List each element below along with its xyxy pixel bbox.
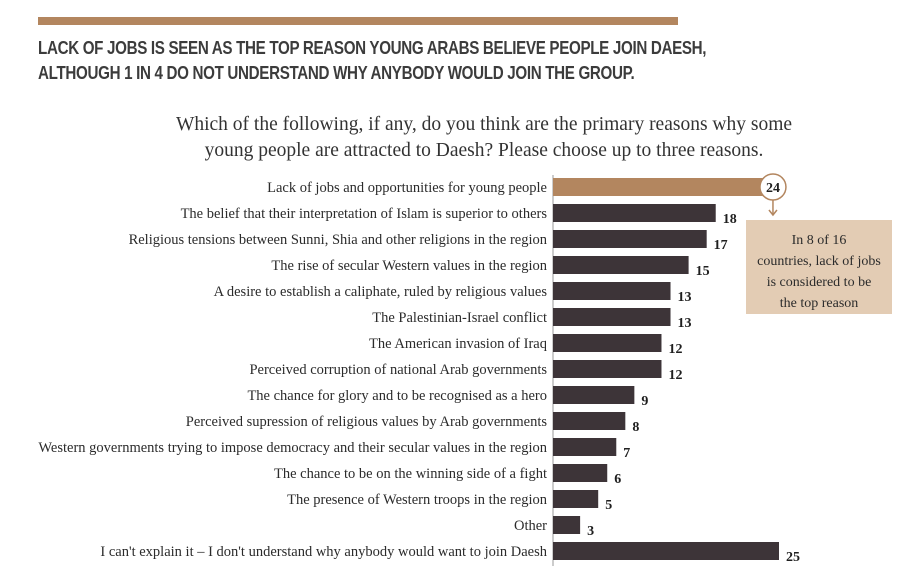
category-label: Perceived supression of religious values… <box>186 414 548 430</box>
value-label: 24 <box>766 181 780 196</box>
category-label: Perceived corruption of national Arab go… <box>249 362 547 378</box>
bar <box>553 490 599 508</box>
bar <box>553 386 635 404</box>
bar <box>553 438 617 456</box>
category-label: The chance to be on the winning side of … <box>274 466 547 482</box>
category-label: The belief that their interpretation of … <box>181 206 548 222</box>
question-line-1: Which of the following, if any, do you t… <box>175 114 793 135</box>
value-label: 17 <box>714 238 728 253</box>
value-label: 7 <box>623 446 630 461</box>
callout-line-2: countries, lack of jobs <box>757 254 881 269</box>
headline-line-2: ALTHOUGH 1 IN 4 DO NOT UNDERSTAND WHY AN… <box>38 62 635 83</box>
callout-box: In 8 of 16 countries, lack of jobs is co… <box>746 220 892 314</box>
bar <box>553 230 707 248</box>
category-label: The rise of secular Western values in th… <box>271 258 547 274</box>
value-label: 8 <box>632 420 639 435</box>
value-label: 12 <box>668 342 682 357</box>
headline: LACK OF JOBS IS SEEN AS THE TOP REASON Y… <box>38 35 710 85</box>
category-label: Other <box>514 518 547 534</box>
value-label: 15 <box>696 264 710 279</box>
value-label: 3 <box>587 524 594 539</box>
category-label: Western governments trying to impose dem… <box>38 440 547 456</box>
category-label: The presence of Western troops in the re… <box>287 492 548 508</box>
bar <box>553 542 779 560</box>
value-label: 9 <box>641 394 648 409</box>
value-label: 25 <box>786 550 800 565</box>
arrow-down-icon <box>768 209 778 217</box>
value-label: 12 <box>668 368 682 383</box>
category-label: I can't explain it – I don't understand … <box>100 544 547 560</box>
value-label: 5 <box>605 498 612 513</box>
callout-line-1: In 8 of 16 <box>791 233 847 248</box>
header-rule <box>38 17 678 25</box>
category-label: The Palestinian-Israel conflict <box>372 310 547 326</box>
category-label: The American invasion of Iraq <box>369 336 547 352</box>
bar <box>553 282 671 300</box>
bar-highlighted <box>553 178 770 196</box>
bar <box>553 256 689 274</box>
category-label: The chance for glory and to be recognise… <box>247 388 547 404</box>
value-label: 6 <box>614 472 621 487</box>
callout-line-3: is considered to be <box>766 275 872 290</box>
headline-line-1: LACK OF JOBS IS SEEN AS THE TOP REASON Y… <box>38 37 707 58</box>
bar <box>553 360 662 378</box>
bar <box>553 516 581 534</box>
bar <box>553 204 716 222</box>
bar <box>553 334 662 352</box>
bar <box>553 308 671 326</box>
value-label: 13 <box>678 316 692 331</box>
category-label: Religious tensions between Sunni, Shia a… <box>129 232 548 248</box>
bar <box>553 412 626 430</box>
survey-question: Which of the following, if any, do you t… <box>100 112 868 164</box>
value-label: 13 <box>678 290 692 305</box>
value-label: 18 <box>723 212 737 227</box>
callout-line-4: the top reason <box>779 296 859 311</box>
question-line-2: young people are attracted to Daesh? Ple… <box>204 140 764 161</box>
bar <box>553 464 608 482</box>
category-label: Lack of jobs and opportunities for young… <box>267 180 547 196</box>
category-label: A desire to establish a caliphate, ruled… <box>214 284 548 300</box>
